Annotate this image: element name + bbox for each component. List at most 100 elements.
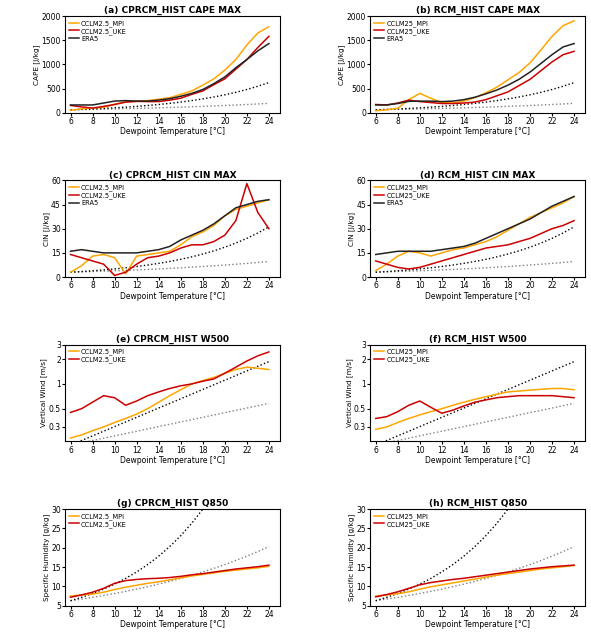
ERA5 [515,220,522,228]
ERA5 [166,242,173,250]
CCLM2.5_UKE [78,591,85,599]
CCLM25_MPI [372,267,379,274]
CCLM2.5_MPI [155,96,163,103]
CCLM2.5_UKE [155,574,163,582]
ERA5 [210,80,217,88]
CCLM25_UKE [472,398,479,406]
CCLM2.5_MPI [210,222,217,229]
CCLM25_MPI [527,213,534,221]
ERA5 [548,51,556,58]
CCLM2.5_MPI [111,586,118,594]
Line: CCLM2.5_MPI: CCLM2.5_MPI [70,367,269,438]
CCLM25_UKE [416,97,423,105]
CCLM25_UKE [537,564,544,572]
CCLM25_MPI [416,249,423,257]
CCLM25_UKE [427,403,434,411]
X-axis label: Dewpoint Temperature [°C]: Dewpoint Temperature [°C] [425,620,530,629]
CCLM2.5_MPI [232,206,239,213]
ERA5 [265,196,272,204]
CCLM2.5_MPI [133,253,140,260]
CCLM2.5_MPI [265,562,272,570]
CCLM2.5_UKE [177,94,184,102]
CCLM2.5_MPI [78,431,85,438]
ERA5 [449,244,456,252]
CCLM25_MPI [405,415,413,422]
CCLM25_UKE [416,397,423,405]
CCLM2.5_MPI [243,565,251,573]
CCLM25_UKE [548,563,556,570]
CCLM2.5_UKE [188,571,195,579]
CCLM25_UKE [383,260,390,268]
CCLM25_UKE [560,51,567,58]
ERA5 [460,96,467,103]
ERA5 [221,73,228,81]
CCLM25_UKE [570,562,577,569]
ERA5 [243,201,251,208]
ERA5 [243,56,251,63]
CCLM25_MPI [472,395,479,403]
CCLM25_UKE [504,569,511,576]
ERA5 [111,97,118,105]
Line: CCLM25_MPI: CCLM25_MPI [376,21,574,111]
CCLM2.5_UKE [78,254,85,262]
ERA5 [232,64,239,72]
Y-axis label: Vertical Wind [m/s]: Vertical Wind [m/s] [346,359,352,428]
Title: (h) RCM_HIST Q850: (h) RCM_HIST Q850 [428,499,527,508]
CCLM25_MPI [482,573,489,581]
CCLM25_UKE [493,570,501,578]
CCLM25_UKE [383,101,390,109]
Legend: CCLM25_MPI, CCLM25_UKE: CCLM25_MPI, CCLM25_UKE [374,348,430,364]
ERA5 [482,235,489,242]
Legend: CCLM25_MPI, CCLM25_UKE, ERA5: CCLM25_MPI, CCLM25_UKE, ERA5 [374,184,430,206]
CCLM2.5_UKE [144,254,151,262]
CCLM2.5_MPI [122,415,129,422]
CCLM2.5_MPI [111,419,118,426]
CCLM2.5_MPI [210,374,217,381]
CCLM2.5_MPI [166,247,173,255]
CCLM2.5_UKE [122,269,129,276]
CCLM25_MPI [472,241,479,249]
ERA5 [122,249,129,257]
CCLM2.5_UKE [221,369,228,377]
CCLM25_UKE [405,585,413,592]
Line: ERA5: ERA5 [70,200,269,253]
CCLM25_UKE [515,82,522,90]
CCLM2.5_MPI [111,254,118,262]
CCLM2.5_UKE [166,249,173,257]
CCLM2.5_UKE [210,81,217,88]
CCLM2.5_MPI [166,576,173,584]
Line: CCLM2.5_MPI: CCLM2.5_MPI [70,566,269,596]
Line: CCLM2.5_UKE: CCLM2.5_UKE [70,565,269,597]
CCLM2.5_MPI [177,574,184,582]
CCLM25_MPI [439,99,446,106]
Legend: CCLM25_MPI, CCLM25_UKE: CCLM25_MPI, CCLM25_UKE [374,512,430,528]
CCLM2.5_MPI [254,199,261,207]
CCLM2.5_MPI [210,569,217,577]
Y-axis label: CAPE [J/kg]: CAPE [J/kg] [339,44,345,85]
CCLM2.5_UKE [265,225,272,233]
CCLM2.5_MPI [221,369,228,377]
ERA5 [133,249,140,257]
CCLM25_UKE [460,574,467,582]
Line: CCLM2.5_MPI: CCLM2.5_MPI [70,27,269,110]
ERA5 [570,40,577,47]
CCLM2.5_UKE [188,241,195,249]
CCLM25_MPI [560,385,567,392]
CCLM25_MPI [460,244,467,252]
ERA5 [560,197,567,205]
CCLM25_MPI [394,253,401,260]
CCLM2.5_UKE [89,257,96,265]
CCLM25_MPI [560,199,567,207]
CCLM2.5_UKE [89,104,96,112]
ERA5 [221,212,228,220]
Legend: CCLM2.5_MPI, CCLM2.5_UKE, ERA5: CCLM2.5_MPI, CCLM2.5_UKE, ERA5 [69,19,128,42]
Line: CCLM25_UKE: CCLM25_UKE [376,51,574,105]
CCLM25_UKE [372,593,379,601]
ERA5 [199,86,206,94]
CCLM2.5_UKE [166,574,173,581]
Title: (f) RCM_HIST W500: (f) RCM_HIST W500 [429,335,527,344]
CCLM25_UKE [560,562,567,570]
CCLM2.5_UKE [243,56,251,63]
CCLM2.5_MPI [122,98,129,106]
CCLM2.5_UKE [243,179,251,187]
